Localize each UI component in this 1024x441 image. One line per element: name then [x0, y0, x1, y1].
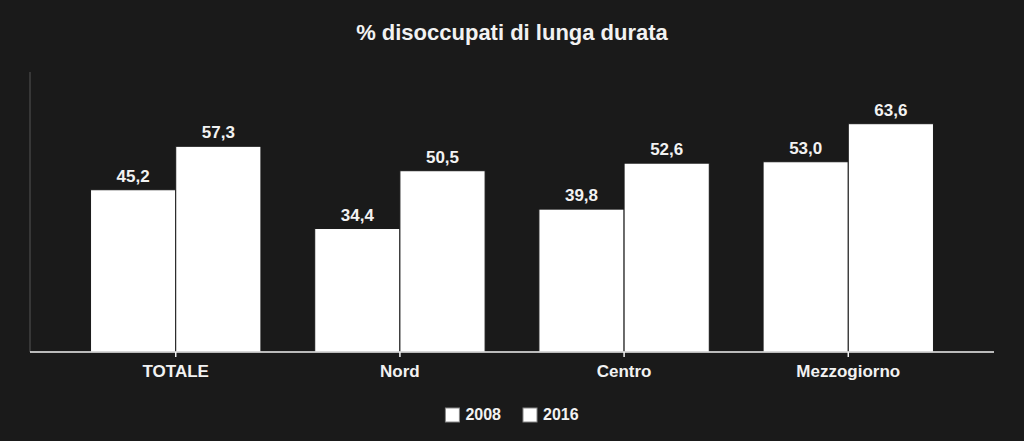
chart: % disoccupati di lunga durata 45,2 34,4 39,… [0, 0, 1024, 441]
legend-swatch [445, 408, 459, 422]
legend-swatch [523, 408, 537, 422]
bar [91, 190, 176, 352]
data-label: 63,6 [874, 101, 907, 120]
page: {"chart_data": {"type": "bar", "title": … [0, 0, 1024, 441]
bar [400, 171, 485, 352]
x-axis-line [30, 351, 994, 353]
x-tick-label: Mezzogiorno [796, 362, 900, 381]
legend-item: 2016 [523, 406, 579, 423]
data-label: 45,2 [117, 167, 150, 186]
data-label: 50,5 [426, 148, 459, 167]
bar [539, 209, 624, 352]
legend-item: 2008 [445, 406, 501, 423]
x-tick-label: Nord [380, 362, 420, 381]
bar [176, 146, 261, 352]
x-tick-label: TOTALE [143, 362, 209, 381]
x-tick [848, 352, 850, 357]
bar [763, 162, 848, 352]
x-tick [399, 352, 401, 357]
legend-label: 2008 [465, 406, 501, 423]
bar [624, 163, 709, 352]
y-axis-line [30, 72, 31, 352]
data-label: 34,4 [341, 206, 375, 225]
data-label: 39,8 [565, 186, 598, 205]
legend-label: 2016 [543, 406, 579, 423]
data-label: 57,3 [202, 123, 235, 142]
bars [91, 124, 934, 352]
x-tick [623, 352, 625, 357]
bar [315, 229, 400, 352]
title: % disoccupati di lunga durata [356, 20, 668, 45]
bar [848, 124, 933, 352]
x-tick [175, 352, 177, 357]
legend: 2008 2016 [445, 406, 578, 423]
background [0, 0, 1024, 441]
data-label: 52,6 [650, 140, 683, 159]
data-label: 53,0 [789, 139, 822, 158]
x-tick-label: Centro [597, 362, 652, 381]
data-labels: 45,2 34,4 39,8 53,0 57,3 50,5 52,6 63,6 [117, 101, 908, 225]
